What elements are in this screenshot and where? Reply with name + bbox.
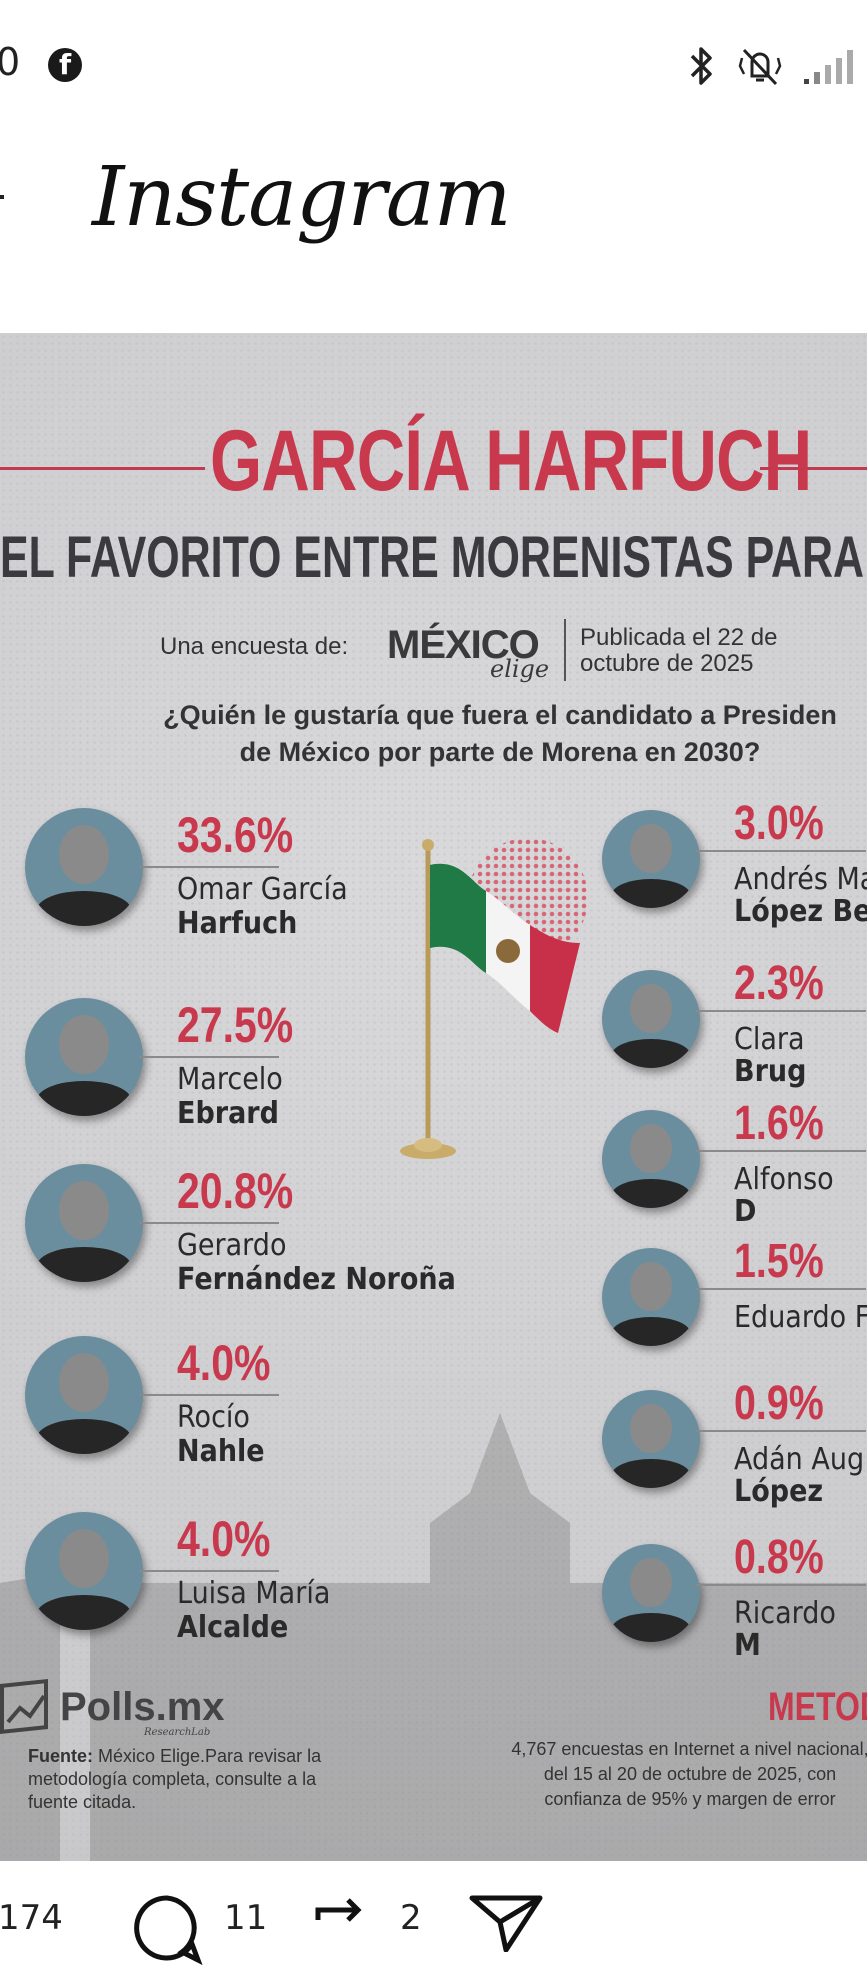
candidate-percentage: 1.6% [734, 1097, 824, 1150]
publication-date: Publicada el 22 de octubre de 2025 [580, 624, 778, 677]
candidate-last-name: López Bel [734, 894, 867, 929]
candidate-photo [602, 970, 700, 1068]
candidate-first-name: Luisa María [177, 1576, 331, 1611]
polls-mx-brand: Polls.mx [60, 1685, 225, 1729]
mexico-elige-script: elige [490, 655, 550, 683]
candidate-rule [696, 1430, 866, 1432]
candidate-last-name: López [734, 1474, 824, 1509]
candidate-first-name: Alfonso [734, 1162, 834, 1197]
back-arrow-icon[interactable] [0, 192, 4, 202]
candidate-photo [602, 1544, 700, 1642]
divider [564, 619, 566, 681]
vibrate-mute-icon [738, 48, 782, 86]
bluetooth-icon [690, 47, 712, 85]
candidate-rule [696, 1150, 866, 1152]
candidate-photo [602, 1390, 700, 1488]
signal-icon [804, 50, 853, 84]
candidate-rule [139, 1394, 279, 1396]
post-image[interactable]: GARCÍA HARFUCH EL FAVORITO ENTRE MORENIS… [0, 333, 867, 1861]
candidate-percentage: 0.9% [734, 1377, 824, 1430]
candidate-last-name: Brug [734, 1054, 807, 1089]
candidate-photo [25, 998, 143, 1116]
candidate-percentage: 33.6% [177, 807, 294, 863]
methodology-text: 4,767 encuestas en Internet a nivel naci… [511, 1739, 867, 1809]
halftone-background [0, 333, 867, 1861]
post-action-bar: 174 11 2 [0, 1868, 867, 1966]
candidate-percentage: 20.8% [177, 1163, 294, 1219]
comment-count[interactable]: 11 [224, 1898, 268, 1938]
candidate-last-name: Ebrard [177, 1096, 279, 1131]
candidate-first-name: Rocío [177, 1400, 250, 1435]
candidate-percentage: 0.8% [734, 1531, 824, 1584]
survey-by-label: Una encuesta de: [160, 633, 349, 660]
candidate-percentage: 4.0% [177, 1335, 271, 1391]
candidate-last-name: Fernández Noroña [177, 1262, 456, 1297]
candidate-last-name: Harfuch [177, 906, 298, 941]
mexican-flag-icon [400, 839, 580, 1159]
candidate-first-name: Marcelo [177, 1062, 283, 1097]
candidate-last-name: D [734, 1194, 757, 1229]
repost-icon[interactable] [308, 1890, 368, 1950]
polls-mx-sub: ResearchLab [144, 1727, 211, 1738]
status-clock: 0 [0, 40, 21, 84]
candidate-rule [696, 1010, 866, 1012]
candidate-percentage: 27.5% [177, 997, 294, 1053]
candidate-first-name: Eduardo F [734, 1300, 867, 1335]
candidate-photo [25, 1512, 143, 1630]
status-bar: 0 f [0, 0, 867, 130]
polls-mx-logo-icon [0, 1678, 48, 1734]
candidate-rule [696, 1584, 866, 1586]
candidate-percentage: 1.5% [734, 1235, 824, 1288]
facebook-icon: f [48, 48, 82, 82]
mexico-elige-logo: MÉXICO [387, 623, 540, 667]
headline-rule-left [0, 467, 205, 470]
candidate-photo [602, 810, 700, 908]
candidate-first-name: Adán Aug [734, 1442, 865, 1477]
send-icon[interactable] [468, 1892, 544, 1952]
candidate-rule [696, 1288, 866, 1290]
candidate-last-name: Nahle [177, 1434, 265, 1469]
source-note: Fuente: México Elige.Para revisar la met… [28, 1746, 322, 1812]
candidate-last-name: Alcalde [177, 1610, 289, 1645]
survey-question: ¿Quién le gustaría que fuera el candidat… [163, 700, 837, 767]
candidate-percentage: 4.0% [177, 1511, 271, 1567]
candidate-rule [139, 1570, 279, 1572]
instagram-logo: Instagram [92, 150, 511, 245]
candidate-photo [25, 1336, 143, 1454]
candidate-first-name: Ricardo [734, 1596, 836, 1631]
candidate-percentage: 2.3% [734, 957, 824, 1010]
candidate-last-name: M [734, 1628, 761, 1663]
methodology-title: METOD [768, 1685, 867, 1729]
candidate-photo [25, 1164, 143, 1282]
candidate-rule [139, 1056, 279, 1058]
candidate-percentage: 3.0% [734, 797, 824, 850]
repost-count[interactable]: 2 [400, 1898, 422, 1938]
headline-rule-right [760, 467, 867, 470]
candidate-rule [139, 1222, 279, 1224]
subheadline: EL FAVORITO ENTRE MORENISTAS PARA EL 2 [0, 525, 867, 590]
like-count[interactable]: 174 [0, 1898, 63, 1938]
candidate-first-name: Gerardo [177, 1228, 287, 1263]
headline: GARCÍA HARFUCH [210, 413, 812, 509]
comment-icon[interactable] [130, 1892, 204, 1966]
candidate-first-name: Omar García [177, 872, 348, 907]
candidate-rule [139, 866, 279, 868]
candidate-photo [25, 808, 143, 926]
candidate-photo [602, 1248, 700, 1346]
candidate-photo [602, 1110, 700, 1208]
candidate-first-name: Clara [734, 1022, 805, 1057]
instagram-header: Instagram [0, 130, 867, 330]
candidate-rule [696, 850, 866, 852]
candidate-first-name: Andrés Ma [734, 862, 867, 897]
